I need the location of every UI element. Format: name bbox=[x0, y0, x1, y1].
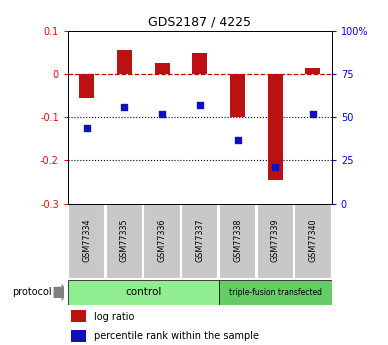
Bar bbox=[230, 74, 245, 117]
Point bbox=[272, 165, 278, 170]
Bar bbox=[219, 280, 332, 305]
Text: GSM77340: GSM77340 bbox=[308, 218, 317, 262]
Bar bbox=[192, 52, 207, 74]
Text: GSM77337: GSM77337 bbox=[195, 218, 204, 262]
Text: GSM77338: GSM77338 bbox=[233, 218, 242, 262]
Bar bbox=[154, 63, 170, 74]
Bar bbox=[68, 204, 106, 279]
Bar bbox=[268, 74, 283, 180]
Text: GSM77335: GSM77335 bbox=[120, 218, 129, 262]
Point bbox=[121, 104, 128, 110]
Bar bbox=[71, 310, 87, 322]
Bar bbox=[71, 330, 87, 342]
Bar bbox=[256, 204, 294, 279]
Bar bbox=[294, 204, 332, 279]
Text: protocol: protocol bbox=[12, 287, 51, 297]
Text: GSM77334: GSM77334 bbox=[82, 218, 91, 262]
Point bbox=[310, 111, 316, 117]
Point bbox=[84, 125, 90, 130]
Bar bbox=[117, 50, 132, 74]
Text: GSM77339: GSM77339 bbox=[271, 218, 280, 262]
Point bbox=[197, 102, 203, 108]
Bar bbox=[106, 204, 143, 279]
Bar bbox=[305, 68, 320, 74]
Text: control: control bbox=[125, 287, 161, 297]
Bar bbox=[219, 204, 256, 279]
Point bbox=[159, 111, 165, 117]
Bar bbox=[181, 204, 218, 279]
Title: GDS2187 / 4225: GDS2187 / 4225 bbox=[148, 16, 251, 29]
Point bbox=[234, 137, 241, 142]
Text: log ratio: log ratio bbox=[94, 312, 135, 322]
Text: percentile rank within the sample: percentile rank within the sample bbox=[94, 332, 259, 341]
FancyArrow shape bbox=[54, 283, 68, 302]
Text: GSM77336: GSM77336 bbox=[158, 218, 166, 262]
Bar bbox=[68, 280, 219, 305]
Text: triple-fusion transfected: triple-fusion transfected bbox=[229, 288, 322, 297]
Bar bbox=[144, 204, 181, 279]
Bar bbox=[79, 74, 94, 98]
